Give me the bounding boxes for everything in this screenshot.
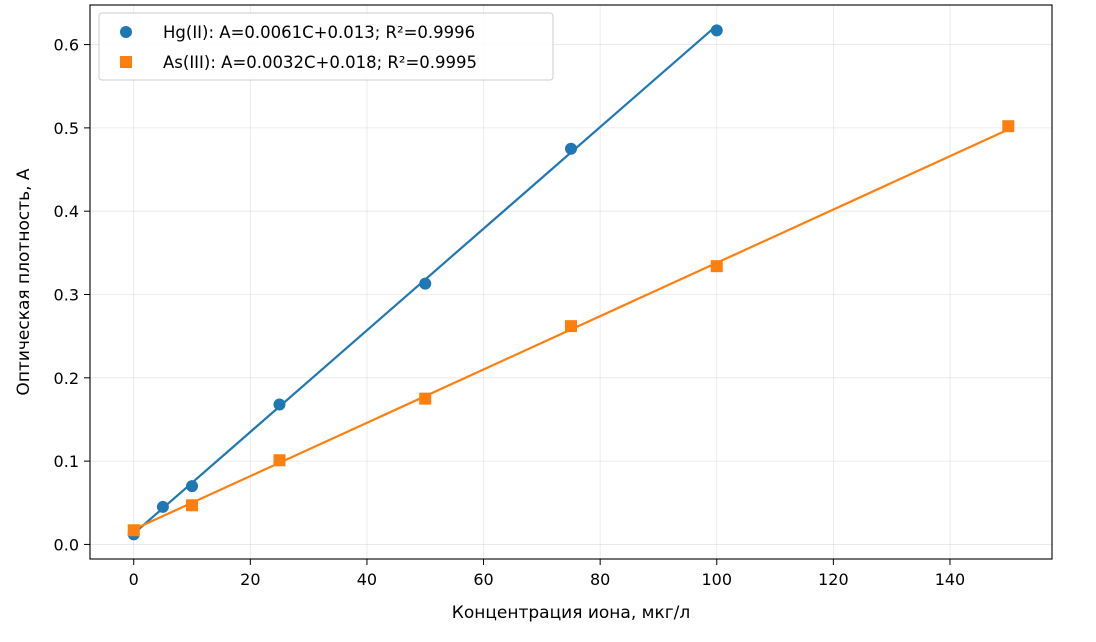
y-tick-label: 0.6 <box>54 36 79 55</box>
data-point-as <box>273 454 286 467</box>
data-points <box>127 24 1015 541</box>
data-point-hg <box>710 24 723 37</box>
plot-frame <box>89 4 1053 560</box>
y-tick-label: 0.1 <box>54 452 79 471</box>
data-point-hg <box>565 142 577 155</box>
grid <box>90 5 1052 559</box>
legend-box <box>98 12 554 81</box>
y-tick-label: 0.2 <box>54 369 79 388</box>
data-point-hg <box>186 480 199 493</box>
data-point-hg <box>156 500 169 513</box>
ticks: 0 20 40 60 80 100 120 140 0.0 0.1 0.2 0.3 0.4 0.5 0.6 <box>54 36 966 589</box>
x-tick-label: 80 <box>590 570 610 589</box>
data-point-hg <box>273 398 286 411</box>
y-tick-label: 0.3 <box>54 285 79 304</box>
legend-label-hg: Hg(II): A=0.0061C+0.013; R²=0.9996 <box>163 23 475 42</box>
legend-marker-as <box>120 56 132 68</box>
data-point-as <box>1002 120 1015 133</box>
data-point-hg <box>419 277 432 290</box>
x-tick-label: 40 <box>357 570 377 589</box>
x-axis-title: Концентрация иона, мкг/л <box>452 603 691 623</box>
y-tick-label: 0.5 <box>54 119 79 138</box>
x-tick-label: 140 <box>935 570 966 589</box>
y-axis-title: Оптическая плотность, А <box>14 168 34 395</box>
y-tick-label: 0.4 <box>54 202 79 221</box>
x-tick-label: 120 <box>818 570 849 589</box>
data-point-as <box>186 499 199 512</box>
x-tick-label: 60 <box>473 570 493 589</box>
legend-label-as: As(III): A=0.0032C+0.018; R²=0.9995 <box>163 53 477 72</box>
x-tick-label: 20 <box>240 570 260 589</box>
y-tick-label: 0.0 <box>54 535 79 554</box>
x-tick-label: 0 <box>129 570 139 589</box>
data-point-as <box>127 524 140 537</box>
legend-marker-hg <box>120 26 132 38</box>
x-tick-label: 100 <box>701 570 732 589</box>
data-point-as <box>710 260 723 273</box>
data-point-as <box>565 320 577 333</box>
data-point-as <box>419 392 432 405</box>
legend: Hg(II): A=0.0061C+0.013; R²=0.9996 As(II… <box>98 12 554 81</box>
fit-lines <box>133 24 1009 535</box>
